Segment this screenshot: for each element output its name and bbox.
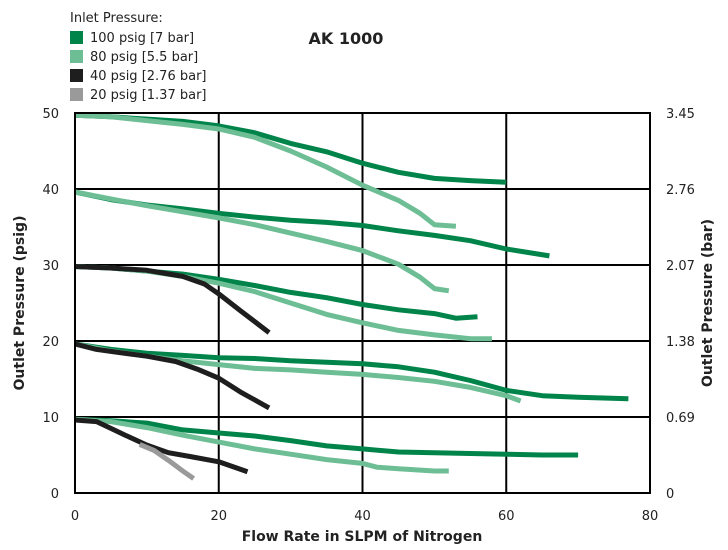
series-line [74,416,579,458]
x-axis-title: Flow Rate in SLPM of Nitrogen [242,529,483,545]
series-layer [74,112,629,481]
legend-label: 80 psig [5.5 bar] [90,50,198,65]
y2-axis-title: Outlet Pressure (bar) [700,219,716,387]
series-line [74,341,629,402]
legend-label: 20 psig [1.37 bar] [90,88,206,103]
series-line [74,341,271,411]
y-tick-label: 10 [42,411,59,426]
y-tick-label: 30 [42,259,59,274]
y-axis-title: Outlet Pressure (psig) [12,216,28,391]
x-tick-label: 20 [210,509,227,524]
grid [75,113,650,493]
y2-tick-label: 0.69 [666,411,695,426]
y-tick-label: 20 [42,335,59,350]
legend-swatch [70,69,83,82]
y-tick-label: 0 [51,487,59,502]
series-line [74,189,450,294]
legend: Inlet Pressure: 100 psig [7 bar] 80 psig … [70,11,206,103]
chart-title: AK 1000 [309,29,384,48]
legend-swatch [70,50,83,63]
y2-tick-label: 0 [666,487,674,502]
y2-tick-labels: 0 0.69 1.38 2.07 2.76 3.45 [666,107,695,502]
series-line [74,416,449,474]
series-line [138,442,196,481]
y2-tick-label: 1.38 [666,335,695,350]
plot-frame [74,112,651,494]
y2-tick-label: 2.76 [666,183,695,198]
legend-swatch [70,88,83,101]
x-tick-label: 0 [71,509,79,524]
x-tick-labels: 0 20 40 60 80 [71,509,658,524]
y-tick-label: 50 [42,107,59,122]
legend-title: Inlet Pressure: [70,11,163,26]
legend-items: 100 psig [7 bar] 80 psig [5.5 bar] 40 psig… [70,31,206,103]
x-tick-label: 80 [642,509,659,524]
x-tick-label: 60 [498,509,515,524]
legend-label: 40 psig [2.76 bar] [90,69,206,84]
x-tick-label: 40 [354,509,371,524]
y2-tick-label: 3.45 [666,107,695,122]
series-line [74,112,457,229]
series-line [74,189,550,259]
y-tick-label: 40 [42,183,59,198]
y-tick-labels: 0 10 20 30 40 50 [42,107,59,502]
legend-label: 100 psig [7 bar] [90,31,194,46]
legend-swatch [70,31,83,44]
y2-tick-label: 2.07 [666,259,695,274]
series-line [74,264,492,342]
series-line [74,264,271,335]
